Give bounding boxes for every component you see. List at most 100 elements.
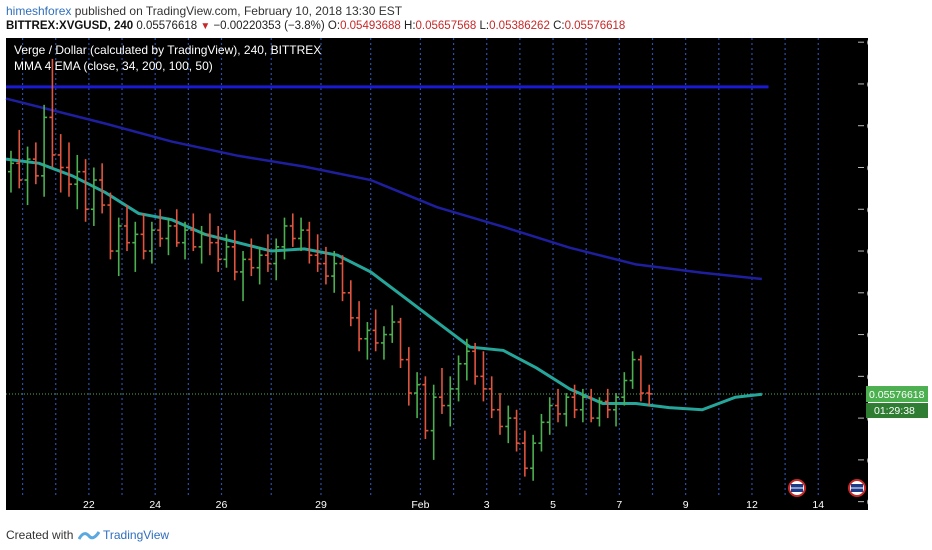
ohlc-bar[interactable] — [571, 384, 578, 419]
ohlc-bar[interactable] — [231, 230, 238, 281]
ohlc-bar[interactable] — [389, 305, 396, 343]
ohlc-bar[interactable] — [347, 280, 354, 327]
ohlc-bar[interactable] — [613, 393, 620, 427]
ohlc-bar[interactable] — [372, 309, 379, 352]
ohlc-bar[interactable] — [32, 142, 39, 185]
ema-fast-line[interactable] — [5, 157, 763, 412]
quote-line: BITTREX:XVGUSD, 240 0.05576618 ▼ −0.0022… — [6, 20, 625, 32]
ohlc-bar[interactable] — [206, 213, 213, 256]
ohlc-bar[interactable] — [298, 217, 305, 252]
ohlc-bar[interactable] — [538, 413, 545, 452]
ohlc-bar[interactable] — [157, 209, 164, 247]
created-with-text: Created with — [6, 528, 74, 542]
ohlc-bar[interactable] — [16, 129, 23, 189]
low-label: L: — [479, 20, 490, 32]
ohlc-bar[interactable] — [57, 134, 64, 193]
ohlc-bar[interactable] — [24, 146, 31, 206]
ohlc-bar[interactable] — [281, 217, 288, 260]
ohlc-bar[interactable] — [182, 221, 189, 260]
ohlc-bar[interactable] — [356, 301, 363, 352]
ohlc-bar[interactable] — [430, 384, 437, 460]
tradingview-brand-link[interactable]: TradingView — [103, 528, 170, 542]
ohlc-bar[interactable] — [49, 58, 56, 168]
ohlc-bar[interactable] — [496, 393, 503, 435]
y-tick-label: 0.14000000 — [867, 37, 923, 49]
ohlc-bar[interactable] — [637, 355, 644, 402]
ohlc-bar[interactable] — [65, 142, 72, 197]
ohlc-bar[interactable] — [563, 393, 570, 427]
ohlc-bar[interactable] — [7, 150, 14, 193]
ohlc-bar[interactable] — [555, 388, 562, 423]
ohlc-bar[interactable] — [339, 255, 346, 302]
price-tag-label: 0.05576618 — [869, 389, 925, 401]
ohlc-bar[interactable] — [132, 221, 139, 272]
ohlc-bar[interactable] — [480, 351, 487, 402]
ohlc-bar[interactable] — [579, 388, 586, 423]
ohlc-bar[interactable] — [530, 434, 537, 481]
ohlc-bar[interactable] — [74, 154, 81, 210]
close-label: C: — [553, 20, 565, 32]
ohlc-bar[interactable] — [521, 430, 528, 477]
ohlc-bar[interactable] — [397, 317, 404, 368]
ohlc-bar[interactable] — [314, 234, 321, 272]
symbol-label: BITTREX:XVGUSD, 240 — [6, 20, 134, 32]
ohlc-bar[interactable] — [414, 372, 421, 419]
ohlc-bar[interactable] — [422, 376, 429, 439]
ohlc-bar[interactable] — [140, 213, 147, 260]
y-tick-label: 0.13000000 — [867, 79, 923, 91]
y-tick-label: 0.03000000 — [867, 497, 923, 509]
x-tick-label: Feb — [411, 499, 429, 511]
ohlc-bar[interactable] — [488, 376, 495, 419]
ohlc-bar[interactable] — [198, 225, 205, 264]
ohlc-bar[interactable] — [82, 159, 89, 222]
ohlc-bar[interactable] — [364, 322, 371, 360]
ohlc-bar[interactable] — [455, 355, 462, 402]
ohlc-bar[interactable] — [646, 384, 653, 406]
ohlc-bar[interactable] — [405, 347, 412, 406]
ohlc-bar[interactable] — [107, 192, 114, 260]
ohlc-bar[interactable] — [99, 163, 106, 214]
ohlc-bar[interactable] — [148, 221, 155, 264]
ohlc-bar[interactable] — [256, 246, 263, 285]
ohlc-bar[interactable] — [322, 246, 329, 285]
ohlc-bar[interactable] — [289, 213, 296, 247]
open-label: O: — [327, 20, 341, 32]
ohlc-bar[interactable] — [306, 221, 313, 264]
legend-indicator: MMA 4 EMA (close, 34, 200, 100, 50) — [14, 59, 213, 73]
ohlc-bar[interactable] — [190, 213, 197, 252]
ohlc-bar[interactable] — [621, 372, 628, 406]
ohlc-bar[interactable] — [588, 388, 595, 423]
ohlc-bar[interactable] — [173, 209, 180, 247]
ohlc-bar[interactable] — [447, 376, 454, 427]
ohlc-bar[interactable] — [629, 351, 636, 389]
price-chart[interactable]: 0.14000000 0.13000000 0.12000000 0.11000000… — [5, 37, 928, 511]
event-flag-icon[interactable] — [788, 479, 806, 497]
ohlc-bar[interactable] — [165, 217, 172, 256]
ohlc-bar[interactable] — [380, 326, 387, 360]
ohlc-bar[interactable] — [505, 405, 512, 444]
ohlc-bar[interactable] — [438, 367, 445, 414]
ohlc-bar[interactable] — [240, 251, 247, 302]
ohlc-bar[interactable] — [273, 238, 280, 281]
ohlc-bar[interactable] — [215, 225, 222, 272]
ohlc-bar[interactable] — [472, 342, 479, 385]
ohlc-bar[interactable] — [331, 251, 338, 293]
ohlc-bar[interactable] — [223, 234, 230, 268]
ohlc-bar[interactable] — [264, 234, 271, 272]
ohlc-bar[interactable] — [463, 338, 470, 381]
author-link[interactable]: himeshforex — [6, 4, 72, 18]
ohlc-bar[interactable] — [513, 409, 520, 452]
ohlc-bar[interactable] — [596, 397, 603, 427]
chart-svg[interactable]: 0.14000000 0.13000000 0.12000000 0.11000000… — [5, 37, 932, 511]
ohlc-bar[interactable] — [248, 238, 255, 277]
ohlc-bar[interactable] — [115, 217, 122, 277]
ema-slow-line[interactable] — [5, 97, 763, 281]
ohlc-bar[interactable] — [604, 388, 611, 419]
chart-header: himeshforex published on TradingView.com… — [0, 0, 932, 38]
ohlc-bar[interactable] — [90, 167, 97, 226]
event-flag-icon[interactable] — [848, 479, 866, 497]
ohlc-bar[interactable] — [546, 397, 553, 435]
x-tick-label: 5 — [550, 499, 556, 511]
ohlc-bar[interactable] — [124, 205, 131, 252]
ohlc-bar[interactable] — [41, 104, 48, 197]
